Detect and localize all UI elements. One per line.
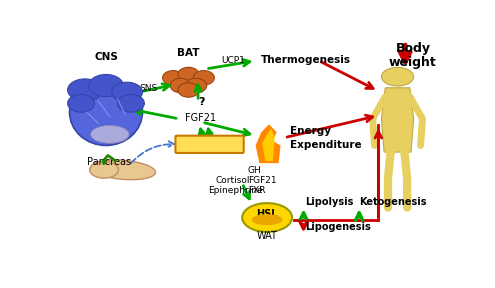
- Ellipse shape: [102, 159, 106, 165]
- Ellipse shape: [68, 79, 102, 101]
- Text: CNS: CNS: [94, 52, 118, 62]
- Ellipse shape: [91, 160, 155, 180]
- Text: Body: Body: [396, 42, 430, 56]
- Text: Thermogenesis: Thermogenesis: [261, 55, 351, 65]
- Ellipse shape: [112, 82, 143, 102]
- Polygon shape: [262, 129, 275, 161]
- Text: Lipogenesis: Lipogenesis: [305, 223, 371, 232]
- Text: Expenditure: Expenditure: [290, 141, 362, 150]
- Text: Pancreas: Pancreas: [87, 157, 131, 167]
- Polygon shape: [382, 88, 414, 152]
- Ellipse shape: [193, 71, 214, 85]
- Polygon shape: [255, 124, 281, 163]
- Text: WAT: WAT: [257, 231, 278, 241]
- Ellipse shape: [68, 94, 95, 112]
- Text: Ketogenesis: Ketogenesis: [359, 197, 427, 207]
- Text: Cortisol: Cortisol: [215, 177, 250, 185]
- Text: Lipolysis: Lipolysis: [305, 197, 354, 207]
- Ellipse shape: [178, 67, 199, 82]
- Text: FGF21: FGF21: [185, 113, 216, 123]
- Ellipse shape: [186, 78, 207, 93]
- Text: ?: ?: [198, 97, 205, 107]
- Ellipse shape: [91, 126, 129, 143]
- Text: weight: weight: [389, 56, 437, 69]
- Ellipse shape: [252, 214, 283, 225]
- Ellipse shape: [170, 78, 192, 93]
- Ellipse shape: [117, 94, 145, 112]
- Text: GH: GH: [248, 166, 262, 175]
- FancyBboxPatch shape: [175, 136, 244, 153]
- Circle shape: [382, 67, 414, 86]
- Ellipse shape: [178, 83, 199, 97]
- Text: FXR: FXR: [248, 186, 265, 195]
- Ellipse shape: [69, 79, 143, 145]
- Ellipse shape: [89, 75, 123, 97]
- Text: SNS: SNS: [139, 84, 157, 93]
- Ellipse shape: [162, 71, 184, 85]
- Ellipse shape: [90, 162, 118, 178]
- Text: UCP1: UCP1: [221, 56, 245, 65]
- Text: HSL: HSL: [256, 209, 278, 219]
- Text: FGF21: FGF21: [248, 177, 277, 185]
- Text: Glucagon: Glucagon: [182, 139, 237, 149]
- Text: Energy: Energy: [290, 126, 331, 136]
- Text: Epinephrine: Epinephrine: [208, 186, 262, 195]
- Circle shape: [242, 203, 292, 232]
- Text: BAT: BAT: [177, 48, 199, 58]
